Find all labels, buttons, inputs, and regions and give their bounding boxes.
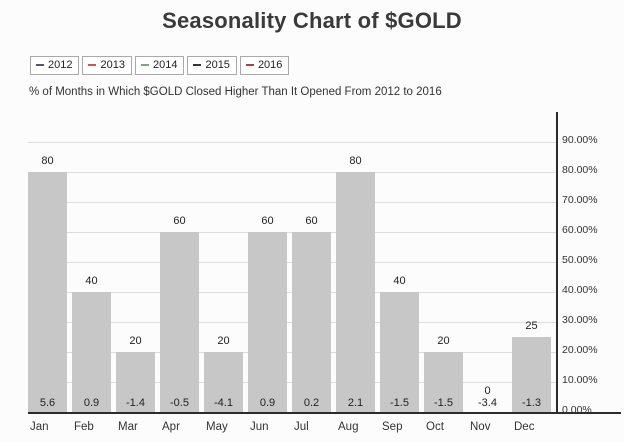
bar-Jun xyxy=(248,232,287,412)
bar-avg-change-label: -4.1 xyxy=(214,397,233,409)
y-tick-label: 90.00% xyxy=(562,134,598,146)
month-label-Nov: Nov xyxy=(470,421,491,433)
month-label-Jul: Jul xyxy=(294,421,309,433)
month-label-Jun: Jun xyxy=(250,421,269,433)
legend-item-label: 2012 xyxy=(48,59,73,71)
legend-item-label: 2016 xyxy=(257,59,283,71)
bar-Dec xyxy=(512,337,551,412)
month-label-Mar: Mar xyxy=(118,421,138,433)
legend-item-2014[interactable]: 2014 xyxy=(134,56,185,75)
bar-avg-change-label: 5.6 xyxy=(39,397,56,409)
bar-value-label: 20 xyxy=(129,335,142,347)
legend-dash-icon xyxy=(88,64,97,66)
y-tick-label: 30.00% xyxy=(562,314,598,326)
y-tick-label: 70.00% xyxy=(562,194,598,206)
bar-Mar xyxy=(116,352,155,412)
bar-avg-change-label: 2.1 xyxy=(347,397,364,409)
bar-value-label: 0 xyxy=(484,385,491,397)
legend-item-label: 2013 xyxy=(100,59,125,71)
bar-value-label: 20 xyxy=(217,335,230,347)
bar-value-label: 60 xyxy=(261,215,274,227)
bar-value-label: 40 xyxy=(85,275,98,287)
bar-avg-change-label: -1.5 xyxy=(390,397,409,409)
bar-avg-change-label: -1.5 xyxy=(434,397,453,409)
bar-Jan xyxy=(28,172,67,412)
bar-Oct xyxy=(424,352,463,412)
bar-avg-change-label: -1.4 xyxy=(126,397,145,409)
legend-item-label: 2014 xyxy=(152,59,178,71)
y-tick-label: 20.00% xyxy=(562,344,598,356)
month-label-Sep: Sep xyxy=(382,421,403,433)
month-label-Aug: Aug xyxy=(338,421,359,433)
bar-value-label: 80 xyxy=(349,155,362,167)
month-label-Feb: Feb xyxy=(74,421,94,433)
y-tick-label: 80.00% xyxy=(562,164,598,176)
bar-Jul xyxy=(292,232,331,412)
month-label-Oct: Oct xyxy=(426,421,444,433)
bar-avg-change-label: 0.9 xyxy=(259,397,276,409)
bar-avg-change-label: -3.4 xyxy=(478,397,497,409)
gridline xyxy=(28,202,556,203)
page-title: Seasonality Chart of $GOLD xyxy=(162,8,462,33)
y-axis-line xyxy=(556,112,558,414)
y-tick-label: 60.00% xyxy=(562,224,598,236)
bar-value-label: 25 xyxy=(525,320,538,332)
chart-subtitle: % of Months in Which $GOLD Closed Higher… xyxy=(29,86,442,98)
bar-avg-change-label: 0.2 xyxy=(303,397,320,409)
y-tick-label: 0.00% xyxy=(562,404,592,416)
month-label-May: May xyxy=(206,421,228,433)
bar-Sep xyxy=(380,292,419,412)
legend-dash-icon xyxy=(140,64,149,66)
legend-dash-icon xyxy=(36,64,44,66)
legend-item-2012[interactable]: 2012 xyxy=(30,56,80,75)
month-label-Jan: Jan xyxy=(30,421,49,433)
legend-dash-icon xyxy=(245,64,254,66)
legend-item-2015[interactable]: 2015 xyxy=(187,56,237,75)
bar-avg-change-label: -0.5 xyxy=(170,397,189,409)
y-tick-label: 10.00% xyxy=(562,374,598,386)
bar-value-label: 40 xyxy=(393,275,406,287)
legend-item-label: 2015 xyxy=(205,59,230,71)
y-tick-label: 50.00% xyxy=(562,254,598,266)
y-tick-label: 40.00% xyxy=(562,284,598,296)
bar-Feb xyxy=(72,292,111,412)
plot-area: 80 5.6 40 0.9 20 -1.4 60 -0.5 20 -4.1 60 0.9 60 0.2 80… xyxy=(28,142,556,412)
legend-dash-icon xyxy=(193,64,202,66)
bar-avg-change-label: -1.3 xyxy=(522,397,541,409)
legend-item-2013[interactable]: 2013 xyxy=(82,56,132,75)
bar-value-label: 60 xyxy=(173,215,186,227)
bar-value-label: 80 xyxy=(41,155,54,167)
x-axis-line xyxy=(28,412,621,414)
legend: 2012 2013 2014 2015 2016 xyxy=(30,56,290,75)
legend-item-2016[interactable]: 2016 xyxy=(239,56,290,75)
gridline xyxy=(28,172,556,173)
month-label-Dec: Dec xyxy=(514,421,535,433)
bar-May xyxy=(204,352,243,412)
bar-value-label: 20 xyxy=(437,335,450,347)
bar-avg-change-label: 0.9 xyxy=(83,397,100,409)
bar-Aug xyxy=(336,172,375,412)
bar-value-label: 60 xyxy=(305,215,318,227)
gridline xyxy=(28,142,556,143)
bar-Apr xyxy=(160,232,199,412)
month-label-Apr: Apr xyxy=(162,421,180,433)
